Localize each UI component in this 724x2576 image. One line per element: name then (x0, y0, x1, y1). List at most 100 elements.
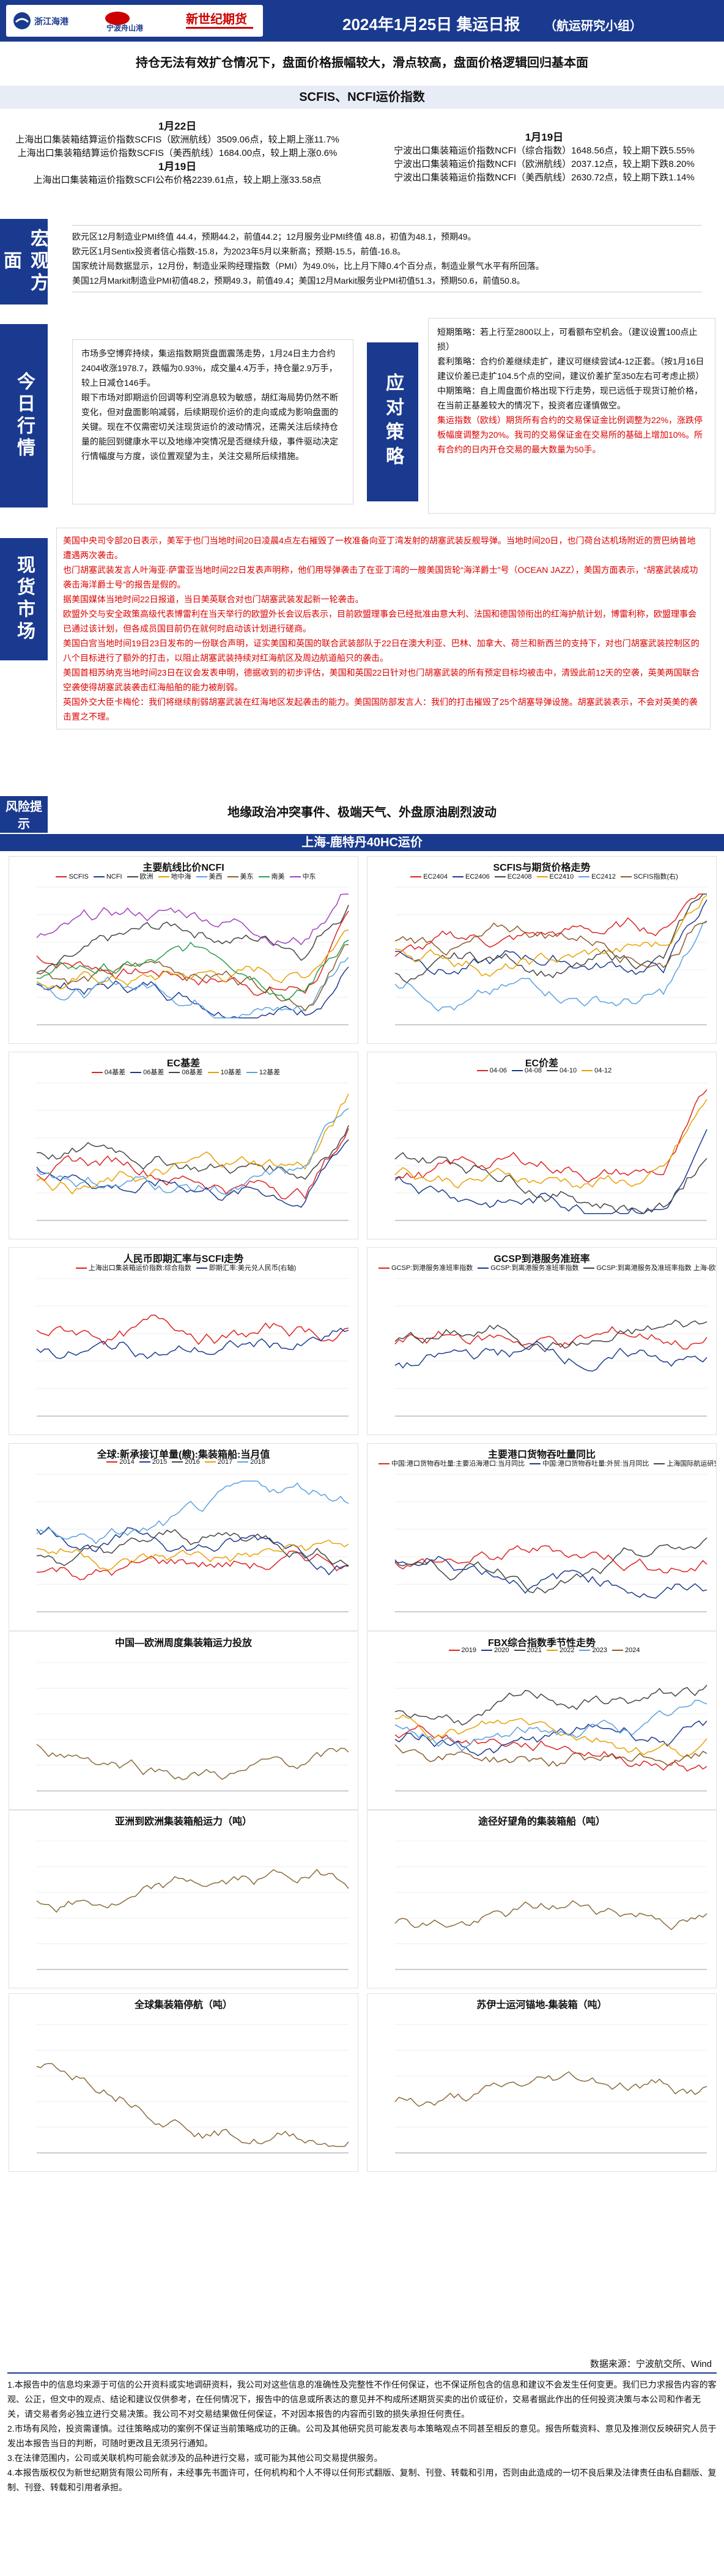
legend-swatch (172, 1461, 183, 1463)
series-line (36, 1529, 349, 1567)
legend-label: GCSP:到离港服务及准班率指数 上海-欧洲 (596, 1264, 717, 1272)
chart-panel: EC基差 04基差 06基差 08基差 10基差 12基差 (9, 1052, 358, 1239)
today-para: 市场多空博弈持续，集运指数期货盘面震荡走势，1月24日主力合约2404收涨197… (81, 349, 338, 388)
legend-swatch (547, 1070, 558, 1072)
chart-panel: 主要航线比价NCFI SCFIS NCFI 欧洲 地中海 美西 美东 南美 中东 (9, 856, 358, 1044)
index-right-line: 宁波出口集装箱运价指数NCFI（美西航线）2630.72点，较上期下跌1.14% (394, 172, 695, 183)
chart-plot (394, 1474, 707, 1612)
chart-plot (394, 887, 707, 1025)
legend-label: EC2410 (549, 873, 574, 880)
chart-legend: 2019 2020 2021 2022 2023 2024 (374, 1647, 710, 1654)
chart-legend: 04基差 06基差 08基差 10基差 12基差 (15, 1067, 352, 1077)
section-label-today: 今日行情 (0, 324, 48, 507)
series-line (394, 1724, 707, 1772)
legend-swatch (75, 1268, 87, 1269)
index-right-line: 宁波出口集装箱运价指数NCFI（综合指数）1648.56点，较上期下跌5.55% (394, 146, 695, 156)
svg-text:宁波舟山港: 宁波舟山港 (106, 23, 144, 32)
chart-plot (36, 1082, 349, 1221)
legend-label: 04-06 (489, 1067, 507, 1074)
chart-legend: 04-06 04-08 04-10 04-12 (374, 1067, 710, 1074)
series-line (36, 1108, 349, 1195)
legend-label: 中东 (302, 873, 316, 880)
legend-swatch (579, 1650, 591, 1652)
chart-title: 亚洲到欧洲集装箱船运力（吨） (114, 1817, 252, 1827)
legend-swatch (611, 1650, 623, 1652)
news-item: 据美国媒体当地时间22日报道，当日美英联合对也门胡塞武装发起新一轮袭击。 (63, 594, 364, 604)
section-label-macro: 宏观方面 (0, 219, 48, 304)
legend-label: EC2404 (423, 873, 448, 880)
chart-title: GCSP到港服务准班率 (493, 1254, 590, 1264)
series-line (394, 899, 707, 975)
series-line (394, 1152, 707, 1214)
chart-plot (394, 2024, 707, 2153)
strategy-para: 中期策略：自上周盘面价格出现下行走势，现已远低于现货订舱价格，在当前正基差较大的… (437, 386, 703, 410)
chart-plot (36, 1662, 349, 1792)
index-left-line: 上海出口集装箱结算运价指数SCFIS（美西航线）1684.00点，较上期上涨0.… (17, 148, 338, 158)
legend-label: 2016 (185, 1458, 200, 1466)
disclaimer-para: 3.在法律范围内，公司或关联机构可能会就涉及的品种进行交易，或可能为其他公司交易… (7, 2453, 383, 2463)
chart-plot (36, 1278, 349, 1417)
series-line (36, 957, 349, 1019)
legend-label: 2020 (494, 1647, 509, 1654)
legend-swatch (511, 1070, 523, 1072)
legend-label: 12基差 (259, 1069, 281, 1076)
series-line (394, 1900, 707, 1930)
chart-panel: 人民币即期汇率与SCFI走势 上海出口集装箱运价指数:综合指数 即期汇率:美元兑人民… (9, 1247, 358, 1435)
chart-legend: SCFIS NCFI 欧洲 地中海 美西 美东 南美 中东 (15, 871, 352, 881)
legend-swatch (583, 1268, 595, 1269)
series-line (394, 1319, 707, 1353)
legend-label: 2022 (560, 1647, 575, 1654)
index-right-line: 宁波出口集装箱运价指数NCFI（欧洲航线）2037.12点，较上期下跌8.20% (394, 159, 695, 169)
legend-swatch (237, 1461, 249, 1463)
legend-swatch (547, 1650, 558, 1652)
legend-label: GCSP:到离港服务准班率指数 (490, 1264, 579, 1272)
legend-label: SCFIS (68, 873, 89, 880)
series-line (394, 1537, 707, 1594)
chart-panel: 苏伊士运河锚地-集装箱（吨） (367, 1993, 717, 2172)
legend-swatch (494, 876, 506, 878)
legend-label: 南美 (271, 873, 285, 880)
legend-swatch (289, 876, 301, 878)
chart-title: 主要航线比价NCFI (142, 863, 224, 873)
chart-panel: GCSP到港服务准班率 GCSP:到港服务准班率指数 GCSP:到离港服务准班率指数… (367, 1247, 717, 1435)
index-left-date: 1月22日 (158, 120, 197, 132)
legend-swatch (258, 876, 270, 878)
section-label-news: 现货市场 (0, 538, 48, 660)
legend-label: 2015 (152, 1458, 168, 1466)
series-line (36, 1526, 349, 1576)
legend-label: 2019 (461, 1647, 477, 1654)
disclaimer-para: 4.本报告版权仅为新世纪期货有限公司所有，未经事先书面许可，任何机构和个人不得以… (7, 2468, 717, 2492)
legend-label: SCFIS指数(右) (634, 873, 678, 880)
legend-label: EC2408 (507, 873, 532, 880)
chart-title: EC基差 (166, 1058, 201, 1069)
macro-line: 国家统计局数据显示，12月份，制造业采购经理指数（PMI）为49.0%，比上月下… (72, 261, 544, 271)
legend-swatch (127, 876, 138, 878)
chart-plot (394, 1662, 707, 1792)
section-label-strategy: 应对策略 (367, 342, 418, 501)
series-line (394, 2071, 707, 2107)
series-line (394, 920, 707, 969)
legend-swatch (227, 876, 238, 878)
series-line (394, 1341, 707, 1372)
chart-panel: 全球集装箱停航（吨） (9, 1993, 358, 2172)
disclaimer-para: 1.本报告中的信息均来源于可信的公开资料或实地调研资料，我公司对这些信息的准确性… (7, 2380, 717, 2419)
chart-plot (394, 1278, 707, 1417)
legend-swatch (196, 1268, 207, 1269)
section-label-risk: 风险提示 (0, 796, 48, 833)
chart-title: 苏伊士运河锚地-集装箱（吨） (476, 2000, 607, 2010)
series-line (36, 1125, 349, 1180)
chart-title: FBX综合指数季节性走势 (487, 1638, 596, 1648)
chart-title: 主要港口货物吞吐量同比 (487, 1450, 596, 1460)
series-line (36, 904, 349, 973)
chart-panel: SCFIS与期货价格走势 EC2404 EC2406 EC2408 EC2410 EC24… (367, 856, 717, 1044)
macro-line: 美国12月Markit制造业PMI初值48.2，预期49.3，前值49.4；美国… (72, 276, 525, 286)
legend-swatch (410, 876, 422, 878)
chart-legend: EC2404 EC2406 EC2408 EC2410 EC2412 SCFIS指数(右) (374, 871, 710, 881)
chart-panel: 主要港口货物吞吐量同比 中国:港口货物吞吐量:主要沿海港口:当月同比 中国:港口货物… (367, 1443, 717, 1631)
legend-swatch (530, 1463, 541, 1465)
series-line (36, 1093, 349, 1195)
series-line (36, 910, 349, 996)
legend-label: 2018 (250, 1458, 265, 1466)
legend-swatch (246, 1072, 257, 1074)
disclaimer: 1.本报告中的信息均来源于可信的公开资料或实地调研资料，我公司对这些信息的准确性… (7, 2372, 717, 2495)
